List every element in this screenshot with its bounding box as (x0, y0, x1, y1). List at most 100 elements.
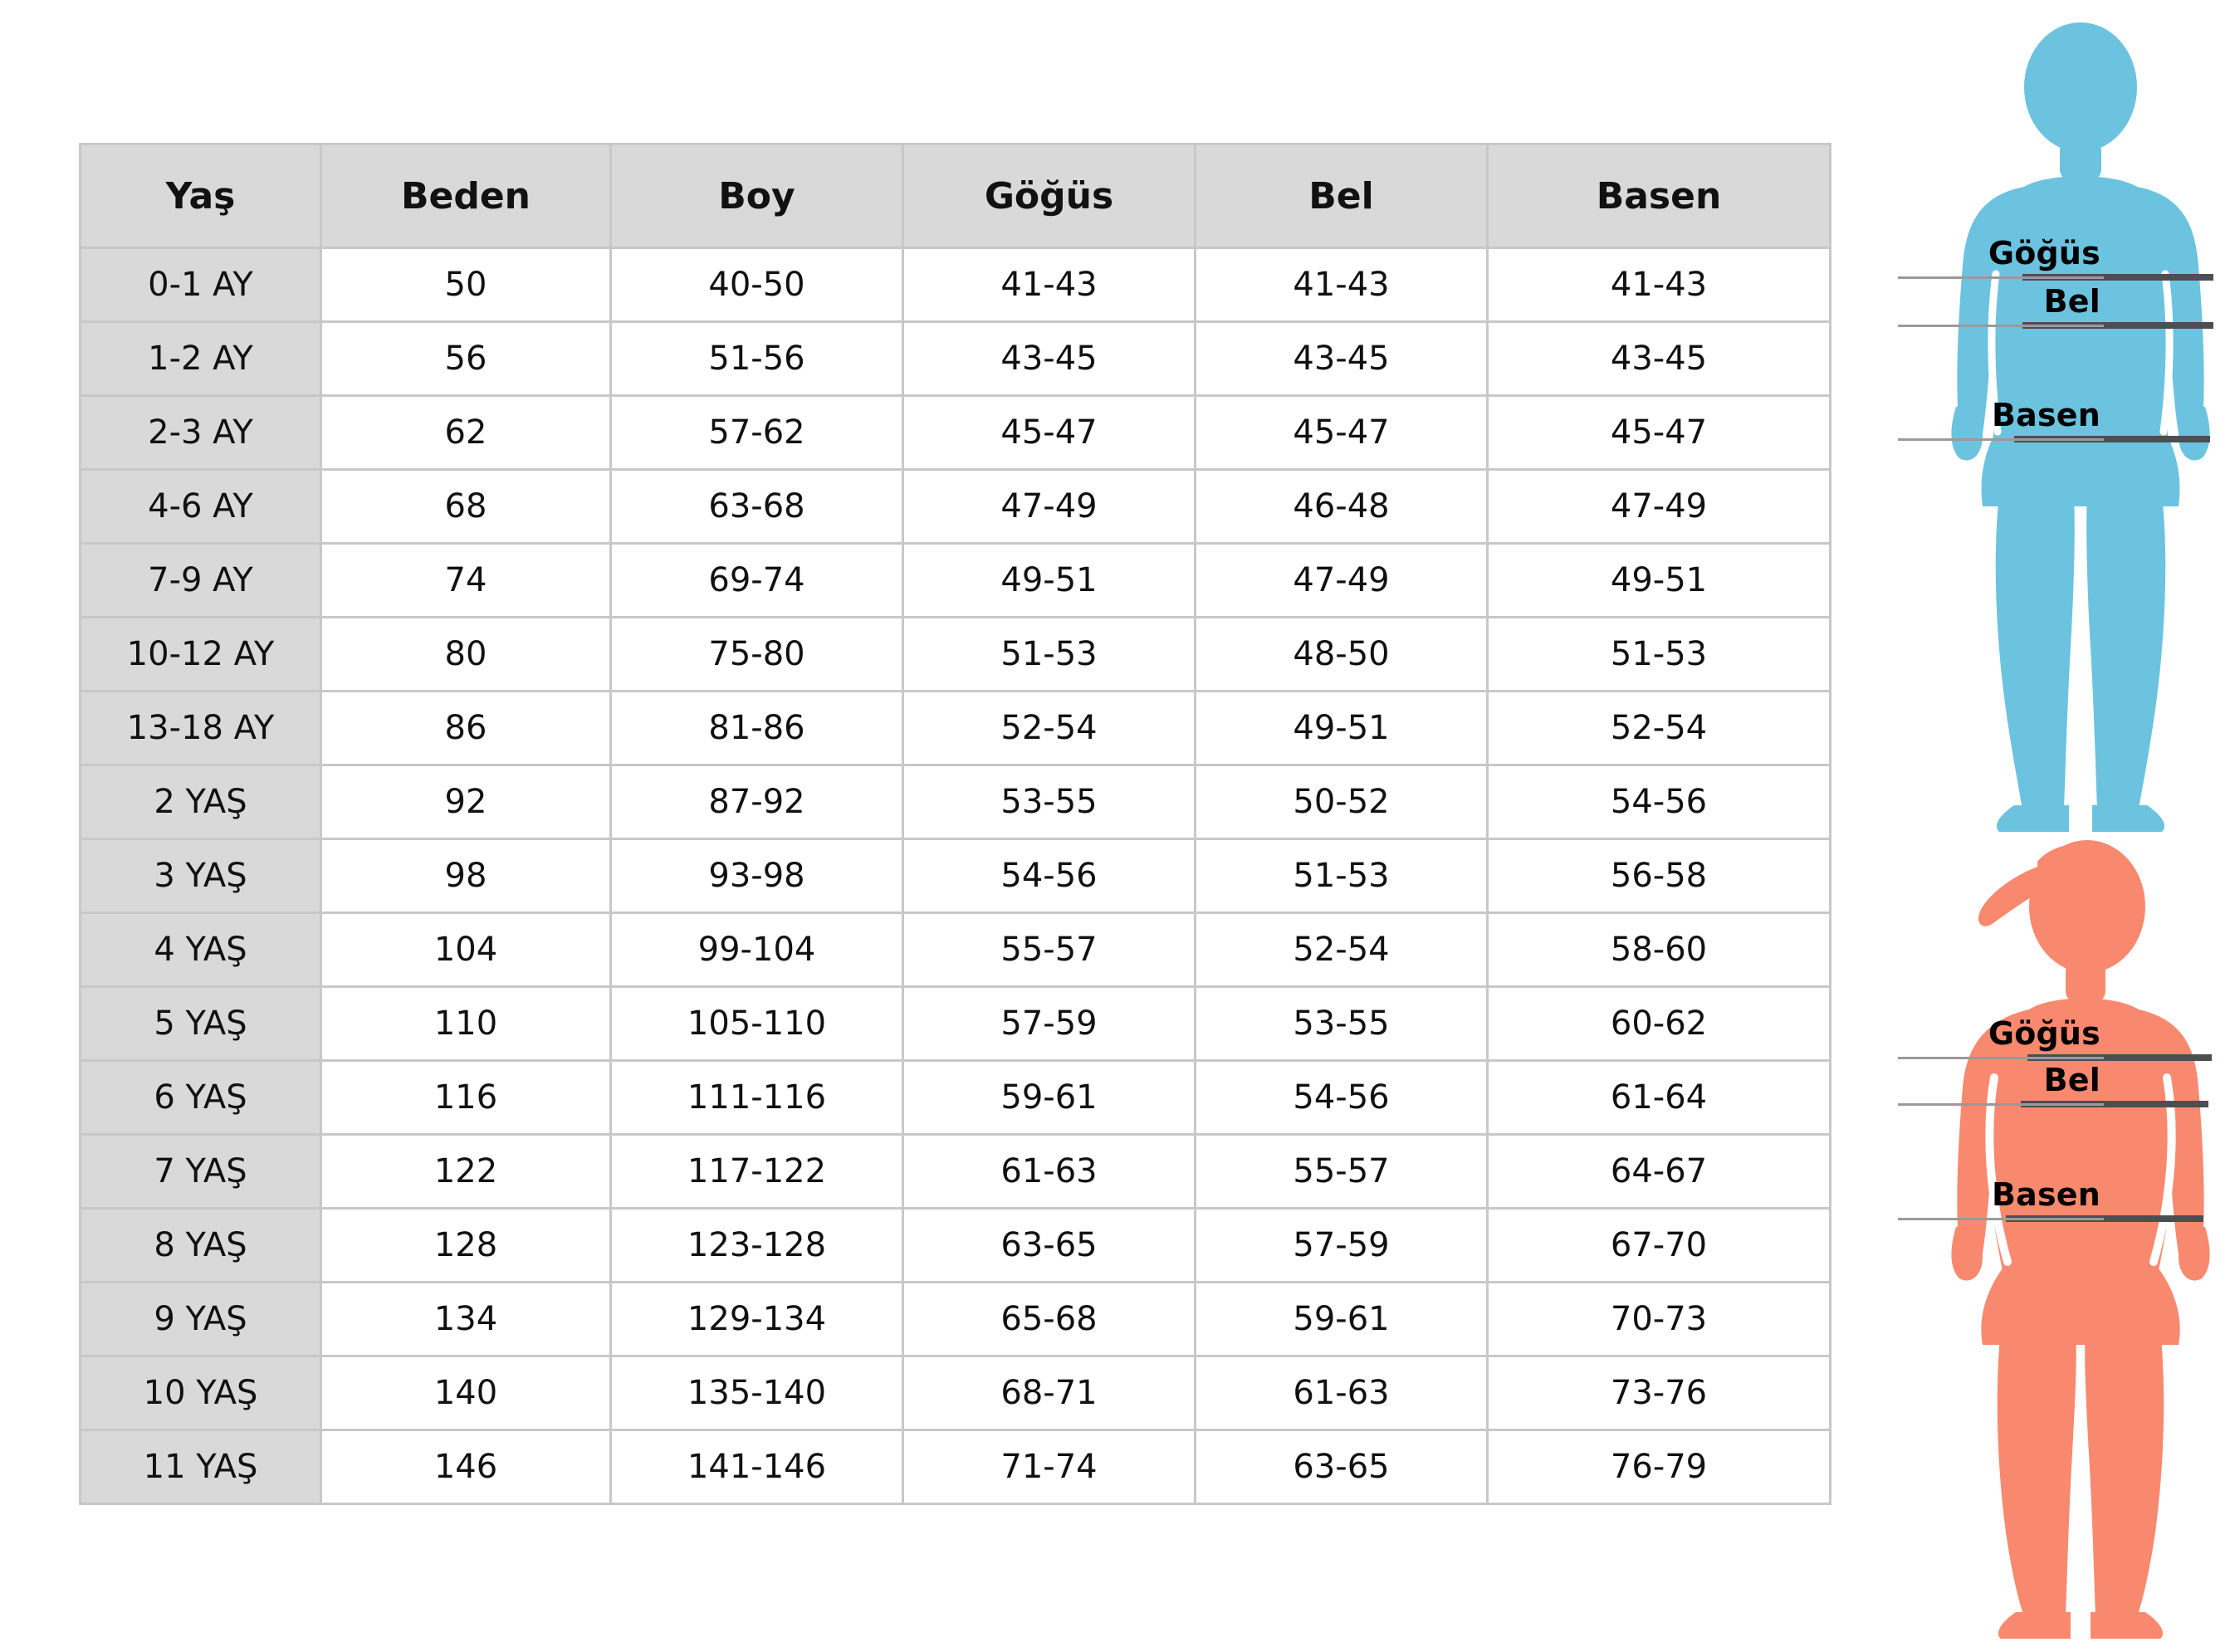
cell-age: 11 YAŞ (79, 1429, 322, 1505)
cell-age: 7 YAŞ (79, 1133, 322, 1210)
cell-boy: 129-134 (609, 1281, 904, 1357)
cell-boy: 87-92 (609, 764, 904, 840)
cell-beden: 104 (320, 912, 612, 988)
cell-age: 13-18 AY (79, 690, 322, 766)
cell-basen: 49-51 (1486, 542, 1831, 618)
cell-boy: 81-86 (609, 690, 904, 766)
column-header-boy: Boy (609, 143, 904, 249)
girl-hip-leader-line (1898, 1218, 2104, 1220)
cell-boy: 105-110 (609, 985, 904, 1062)
table-body: 0-1 AY 50 40-50 41-43 41-43 41-43 1-2 AY 56 51-5… (79, 247, 1831, 1505)
table-header-row: Yaş Beden Boy Göğüs Bel Basen (79, 143, 1831, 249)
cell-gogus: 54-56 (902, 838, 1196, 914)
cell-basen: 45-47 (1486, 394, 1831, 471)
cell-boy: 111-116 (609, 1059, 904, 1136)
cell-bel: 54-56 (1194, 1059, 1489, 1136)
cell-basen: 60-62 (1486, 985, 1831, 1062)
cell-boy: 57-62 (609, 394, 904, 471)
boy-hip-label: Basen (1991, 397, 2100, 433)
cell-boy: 40-50 (609, 247, 904, 323)
cell-beden: 122 (320, 1133, 612, 1210)
girl-hip-band (2006, 1215, 2203, 1222)
cell-basen: 56-58 (1486, 838, 1831, 914)
cell-bel: 41-43 (1194, 247, 1489, 323)
cell-boy: 75-80 (609, 616, 904, 692)
table-row: 10-12 AY 80 75-80 51-53 48-50 51-53 (79, 616, 1831, 692)
cell-age: 10 YAŞ (79, 1355, 322, 1431)
cell-boy: 51-56 (609, 320, 904, 397)
cell-gogus: 63-65 (902, 1207, 1196, 1283)
column-header-gogus: Göğüs (902, 143, 1196, 249)
girl-chest-leader-line (1898, 1057, 2104, 1059)
cell-basen: 54-56 (1486, 764, 1831, 840)
boy-chest-label: Göğüs (1988, 235, 2100, 271)
cell-basen: 52-54 (1486, 690, 1831, 766)
cell-boy: 99-104 (609, 912, 904, 988)
girl-hip-label: Basen (1991, 1176, 2100, 1213)
table-row: 1-2 AY 56 51-56 43-45 43-45 43-45 (79, 320, 1831, 397)
cell-age: 2 YAŞ (79, 764, 322, 840)
cell-gogus: 49-51 (902, 542, 1196, 618)
measurement-figures-panel: Göğüs Bel Basen (1830, 0, 2230, 1652)
cell-bel: 47-49 (1194, 542, 1489, 618)
girl-chest-label: Göğüs (1988, 1015, 2100, 1052)
cell-gogus: 41-43 (902, 247, 1196, 323)
cell-bel: 61-63 (1194, 1355, 1489, 1431)
table-row: 13-18 AY 86 81-86 52-54 49-51 52-54 (79, 690, 1831, 766)
table-row: 7 YAŞ 122 117-122 61-63 55-57 64-67 (79, 1133, 1831, 1210)
cell-bel: 43-45 (1194, 320, 1489, 397)
cell-age: 4 YAŞ (79, 912, 322, 988)
table-row: 8 YAŞ 128 123-128 63-65 57-59 67-70 (79, 1207, 1831, 1283)
table-row: 6 YAŞ 116 111-116 59-61 54-56 61-64 (79, 1059, 1831, 1136)
boy-waist-leader-line (1898, 325, 2104, 327)
cell-gogus: 52-54 (902, 690, 1196, 766)
cell-boy: 63-68 (609, 468, 904, 545)
cell-beden: 80 (320, 616, 612, 692)
table-row: 9 YAŞ 134 129-134 65-68 59-61 70-73 (79, 1281, 1831, 1357)
cell-basen: 43-45 (1486, 320, 1831, 397)
cell-gogus: 51-53 (902, 616, 1196, 692)
boy-chest-band (2022, 274, 2213, 281)
cell-basen: 47-49 (1486, 468, 1831, 545)
cell-basen: 67-70 (1486, 1207, 1831, 1283)
cell-age: 1-2 AY (79, 320, 322, 397)
cell-beden: 134 (320, 1281, 612, 1357)
cell-basen: 61-64 (1486, 1059, 1831, 1136)
cell-bel: 50-52 (1194, 764, 1489, 840)
cell-age: 6 YAŞ (79, 1059, 322, 1136)
cell-bel: 59-61 (1194, 1281, 1489, 1357)
cell-basen: 41-43 (1486, 247, 1831, 323)
cell-gogus: 55-57 (902, 912, 1196, 988)
cell-age: 3 YAŞ (79, 838, 322, 914)
cell-basen: 76-79 (1486, 1429, 1831, 1505)
cell-bel: 45-47 (1194, 394, 1489, 471)
boy-figure-block: Göğüs Bel Basen (1830, 17, 2230, 838)
cell-beden: 140 (320, 1355, 612, 1431)
cell-beden: 56 (320, 320, 612, 397)
boy-hip-leader-line (1898, 438, 2104, 441)
girl-body-silhouette-icon (1931, 814, 2230, 1644)
table-row: 3 YAŞ 98 93-98 54-56 51-53 56-58 (79, 838, 1831, 914)
size-chart-table-container: Yaş Beden Boy Göğüs Bel Basen 0-1 AY 50 40… (79, 143, 1831, 1505)
boy-hip-band (2014, 436, 2210, 442)
cell-gogus: 65-68 (902, 1281, 1196, 1357)
cell-basen: 51-53 (1486, 616, 1831, 692)
cell-gogus: 45-47 (902, 394, 1196, 471)
cell-bel: 51-53 (1194, 838, 1489, 914)
cell-beden: 74 (320, 542, 612, 618)
cell-boy: 141-146 (609, 1429, 904, 1505)
column-header-yas: Yaş (79, 143, 322, 249)
boy-waist-label: Bel (2043, 283, 2100, 320)
column-header-bel: Bel (1194, 143, 1489, 249)
cell-gogus: 43-45 (902, 320, 1196, 397)
cell-age: 10-12 AY (79, 616, 322, 692)
cell-beden: 68 (320, 468, 612, 545)
boy-body-silhouette-icon (1931, 17, 2230, 838)
cell-age: 2-3 AY (79, 394, 322, 471)
cell-boy: 69-74 (609, 542, 904, 618)
boy-chest-leader-line (1898, 276, 2104, 279)
cell-gogus: 68-71 (902, 1355, 1196, 1431)
cell-boy: 93-98 (609, 838, 904, 914)
table-row: 2-3 AY 62 57-62 45-47 45-47 45-47 (79, 394, 1831, 471)
table-row: 2 YAŞ 92 87-92 53-55 50-52 54-56 (79, 764, 1831, 840)
